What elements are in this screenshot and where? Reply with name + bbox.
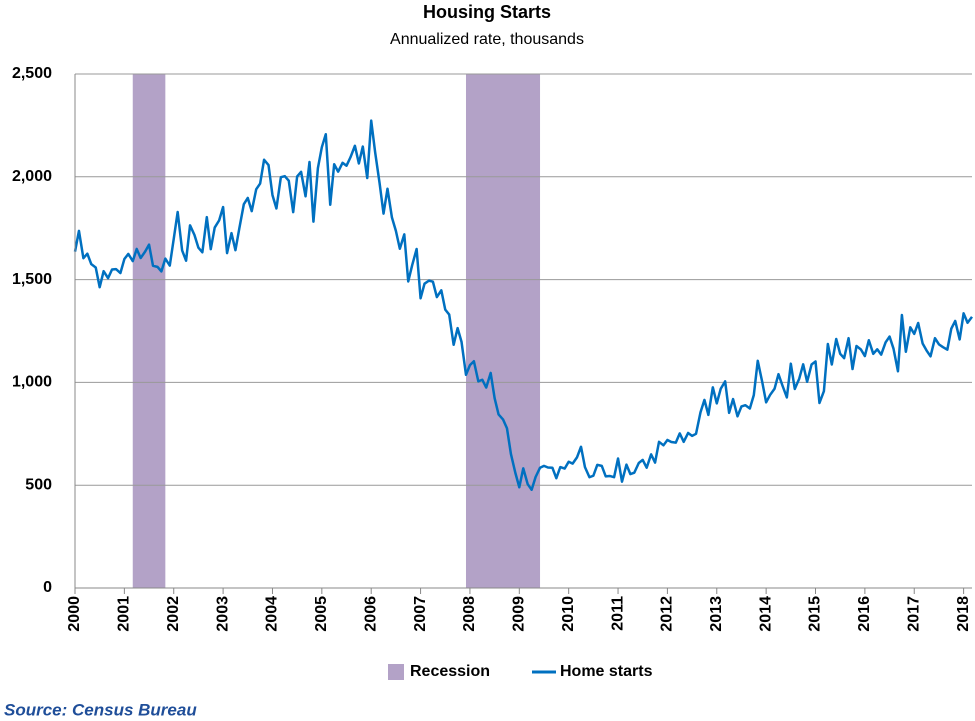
x-tick-label: 2011	[609, 596, 626, 631]
x-tick-label: 2015	[807, 596, 824, 632]
x-tick-label: 2006	[362, 596, 379, 632]
y-tick-label: 1,000	[12, 374, 52, 391]
chart-subtitle: Annualized rate, thousands	[390, 31, 584, 48]
y-tick-label: 500	[25, 476, 52, 493]
x-tick-label: 2008	[461, 596, 478, 632]
y-tick-label: 2,000	[12, 168, 52, 185]
x-tick-label: 2017	[905, 596, 922, 632]
x-tick-label: 2007	[412, 596, 429, 632]
legend-label: Home starts	[560, 663, 653, 680]
legend-swatch	[388, 664, 404, 680]
x-tick-label: 2001	[116, 596, 133, 632]
x-tick-label: 2013	[708, 596, 725, 632]
line-series	[73, 119, 974, 491]
y-tick-label: 1,500	[12, 271, 52, 288]
legend-label: Recession	[410, 663, 490, 680]
recession-band	[132, 74, 166, 588]
x-tick-label: 2000	[66, 596, 83, 632]
y-tick-label: 0	[43, 579, 52, 596]
chart-title: Housing Starts	[423, 2, 551, 22]
x-tick-label: 2014	[757, 596, 774, 632]
y-tick-label: 2,500	[12, 65, 52, 82]
source-note: Source: Census Bureau	[4, 700, 197, 719]
x-tick-label: 2018	[955, 596, 972, 632]
x-tick-label: 2012	[659, 596, 676, 632]
x-tick-label: 2016	[856, 596, 873, 632]
recession-band	[465, 74, 541, 588]
x-tick-label: 2002	[165, 596, 182, 632]
x-tick-label: 2004	[264, 596, 281, 632]
x-tick-label: 2010	[560, 596, 577, 632]
x-tick-label: 2005	[313, 596, 330, 632]
plot-area	[73, 73, 974, 589]
x-tick-label: 2003	[214, 596, 231, 632]
x-tick-label: 2009	[511, 596, 528, 632]
